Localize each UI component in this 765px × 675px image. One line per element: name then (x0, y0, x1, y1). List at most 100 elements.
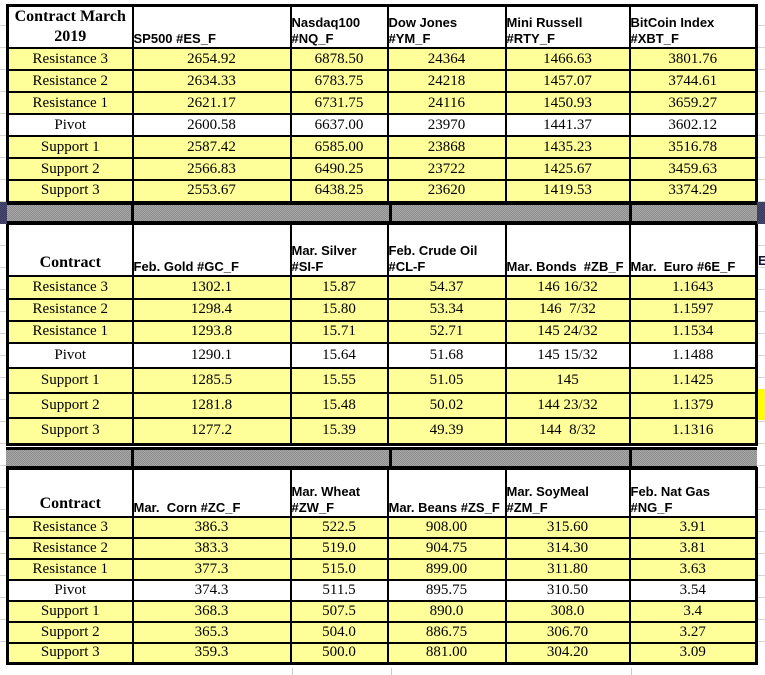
value-cell[interactable]: 377.3 (131, 557, 292, 581)
value-cell[interactable]: 15.87 (289, 274, 389, 300)
value-cell[interactable]: 1.1488 (628, 341, 758, 369)
column-header[interactable]: Mar. Bonds #ZB_F (504, 222, 631, 277)
row-label[interactable]: Pivot (6, 578, 134, 602)
value-cell[interactable]: 51.05 (386, 366, 507, 394)
value-cell[interactable]: 2634.33 (131, 69, 292, 93)
value-cell[interactable]: 15.64 (289, 341, 389, 369)
value-cell[interactable]: 908.00 (386, 515, 507, 539)
value-cell[interactable]: 24116 (386, 91, 507, 115)
value-cell[interactable]: 881.00 (386, 641, 507, 665)
value-cell[interactable]: 1281.8 (131, 391, 292, 419)
value-cell[interactable]: 15.80 (289, 297, 389, 322)
value-cell[interactable]: 1302.1 (131, 274, 292, 300)
value-cell[interactable]: 315.60 (504, 515, 631, 539)
value-cell[interactable]: 3.91 (628, 515, 758, 539)
value-cell[interactable]: 374.3 (131, 578, 292, 602)
value-cell[interactable]: 1425.67 (504, 157, 631, 181)
value-cell[interactable]: 50.02 (386, 391, 507, 419)
row-label[interactable]: Support 2 (6, 620, 134, 644)
value-cell[interactable]: 3374.29 (628, 179, 758, 203)
value-cell[interactable]: 23970 (386, 113, 507, 137)
value-cell[interactable]: 6637.00 (289, 113, 389, 137)
column-header[interactable]: Mini Russell #RTY_F (504, 4, 631, 49)
value-cell[interactable]: 1298.4 (131, 297, 292, 322)
row-label[interactable]: Resistance 3 (6, 274, 134, 300)
value-cell[interactable]: 1.1534 (628, 319, 758, 344)
value-cell[interactable]: 2621.17 (131, 91, 292, 115)
column-header[interactable]: SP500 #ES_F (131, 4, 292, 49)
row-label[interactable]: Support 3 (6, 416, 134, 446)
value-cell[interactable]: 145 15/32 (504, 341, 631, 369)
value-cell[interactable]: 895.75 (386, 578, 507, 602)
value-cell[interactable]: 145 24/32 (504, 319, 631, 344)
value-cell[interactable]: 3.09 (628, 641, 758, 665)
value-cell[interactable]: 311.80 (504, 557, 631, 581)
value-cell[interactable]: 1.1379 (628, 391, 758, 419)
value-cell[interactable]: 522.5 (289, 515, 389, 539)
value-cell[interactable]: 1293.8 (131, 319, 292, 344)
row-label[interactable]: Resistance 1 (6, 91, 134, 115)
value-cell[interactable]: 507.5 (289, 599, 389, 623)
value-cell[interactable]: 1457.07 (504, 69, 631, 93)
value-cell[interactable]: 15.71 (289, 319, 389, 344)
value-cell[interactable]: 3602.12 (628, 113, 758, 137)
row-label[interactable]: Support 2 (6, 157, 134, 181)
value-cell[interactable]: 15.48 (289, 391, 389, 419)
row-label[interactable]: Resistance 1 (6, 557, 134, 581)
value-cell[interactable]: 511.5 (289, 578, 389, 602)
value-cell[interactable]: 2600.58 (131, 113, 292, 137)
value-cell[interactable]: 1.1597 (628, 297, 758, 322)
value-cell[interactable]: 886.75 (386, 620, 507, 644)
value-cell[interactable]: 1.1643 (628, 274, 758, 300)
column-header[interactable]: Mar. Silver #SI-F (289, 222, 389, 277)
value-cell[interactable]: 24218 (386, 69, 507, 93)
value-cell[interactable]: 6585.00 (289, 135, 389, 159)
value-cell[interactable]: 6438.25 (289, 179, 389, 203)
value-cell[interactable]: 23722 (386, 157, 507, 181)
value-cell[interactable]: 386.3 (131, 515, 292, 539)
value-cell[interactable]: 3801.76 (628, 47, 758, 71)
value-cell[interactable]: 1419.53 (504, 179, 631, 203)
value-cell[interactable]: 310.50 (504, 578, 631, 602)
value-cell[interactable]: 2654.92 (131, 47, 292, 71)
column-header[interactable]: Feb. Crude Oil #CL-F (386, 222, 507, 277)
value-cell[interactable]: 145 (504, 366, 631, 394)
row-label[interactable]: Resistance 1 (6, 319, 134, 344)
value-cell[interactable]: 2553.67 (131, 179, 292, 203)
table-corner-label[interactable]: Contract (6, 467, 134, 518)
value-cell[interactable]: 2587.42 (131, 135, 292, 159)
table-corner-label[interactable]: Contract (6, 222, 134, 277)
value-cell[interactable]: 3.63 (628, 557, 758, 581)
value-cell[interactable]: 52.71 (386, 319, 507, 344)
value-cell[interactable]: 53.34 (386, 297, 507, 322)
value-cell[interactable]: 1435.23 (504, 135, 631, 159)
column-header[interactable]: Mar. Beans #ZS_F (386, 467, 507, 518)
value-cell[interactable]: 1.1316 (628, 416, 758, 446)
value-cell[interactable]: 359.3 (131, 641, 292, 665)
row-label[interactable]: Pivot (6, 113, 134, 137)
value-cell[interactable]: 146 16/32 (504, 274, 631, 300)
column-header[interactable]: Feb. Nat Gas #NG_F (628, 467, 758, 518)
column-header[interactable]: Mar. Corn #ZC_F (131, 467, 292, 518)
value-cell[interactable]: 1277.2 (131, 416, 292, 446)
value-cell[interactable]: 23868 (386, 135, 507, 159)
value-cell[interactable]: 365.3 (131, 620, 292, 644)
column-header[interactable]: Feb. Gold #GC_F (131, 222, 292, 277)
row-label[interactable]: Resistance 2 (6, 297, 134, 322)
value-cell[interactable]: 3459.63 (628, 157, 758, 181)
value-cell[interactable]: 6878.50 (289, 47, 389, 71)
value-cell[interactable]: 144 23/32 (504, 391, 631, 419)
value-cell[interactable]: 2566.83 (131, 157, 292, 181)
value-cell[interactable]: 383.3 (131, 536, 292, 560)
value-cell[interactable]: 1285.5 (131, 366, 292, 394)
value-cell[interactable]: 3.54 (628, 578, 758, 602)
row-label[interactable]: Resistance 2 (6, 69, 134, 93)
value-cell[interactable]: 368.3 (131, 599, 292, 623)
row-label[interactable]: Support 3 (6, 179, 134, 203)
value-cell[interactable]: 51.68 (386, 341, 507, 369)
column-header[interactable]: Nasdaq100 #NQ_F (289, 4, 389, 49)
value-cell[interactable]: 23620 (386, 179, 507, 203)
value-cell[interactable]: 3659.27 (628, 91, 758, 115)
value-cell[interactable]: 146 7/32 (504, 297, 631, 322)
value-cell[interactable]: 54.37 (386, 274, 507, 300)
